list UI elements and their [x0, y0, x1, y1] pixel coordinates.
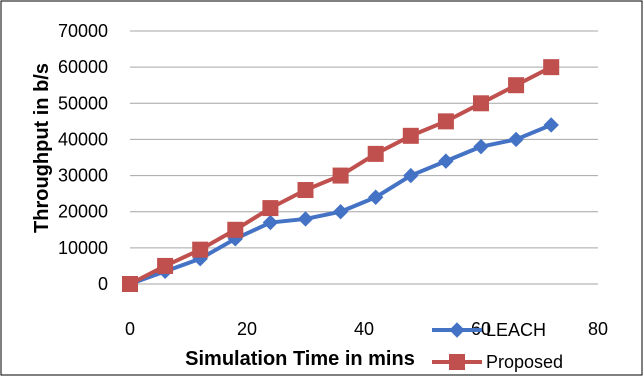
- y-tick-label-1: 10000: [58, 238, 108, 258]
- legend: LEACH Proposed: [432, 320, 563, 372]
- marker-leach-12: [543, 117, 559, 133]
- series-layer: [122, 59, 560, 292]
- marker-leach-6: [332, 204, 349, 220]
- marker-leach-9: [438, 153, 454, 169]
- y-axis-title: Throughput in b/s: [31, 63, 53, 233]
- y-tick-labels: 0 10000 20000 30000 40000 50000 60000 70000: [58, 21, 108, 294]
- marker-proposed-5: [297, 182, 314, 199]
- legend-marker-leach: [449, 322, 465, 338]
- legend-marker-proposed: [449, 354, 465, 370]
- x-tick-label-0: 0: [125, 319, 135, 339]
- y-tick-label-6: 60000: [58, 57, 108, 77]
- x-axis-title: Simulation Time in mins: [185, 348, 415, 370]
- marker-proposed-11: [508, 77, 525, 94]
- legend-item-proposed: Proposed: [432, 352, 563, 372]
- legend-label-proposed: Proposed: [486, 352, 563, 372]
- y-tick-label-3: 30000: [58, 166, 108, 186]
- marker-proposed-9: [437, 113, 454, 130]
- y-tick-label-2: 20000: [58, 202, 108, 222]
- series-proposed: [122, 59, 560, 292]
- marker-proposed-6: [332, 167, 349, 184]
- y-tick-label-4: 40000: [58, 129, 108, 149]
- legend-label-leach: LEACH: [486, 320, 546, 340]
- marker-proposed-4: [262, 200, 279, 217]
- marker-leach-4: [262, 214, 279, 231]
- y-tick-label-0: 0: [98, 274, 108, 294]
- marker-proposed-0: [122, 276, 138, 292]
- x-tick-label-4: 80: [588, 319, 608, 339]
- marker-proposed-8: [402, 127, 419, 144]
- marker-leach-7: [367, 189, 384, 205]
- marker-proposed-1: [157, 257, 174, 274]
- marker-proposed-2: [192, 241, 209, 258]
- x-tick-label-2: 40: [354, 319, 374, 339]
- marker-leach-8: [403, 167, 419, 184]
- marker-proposed-10: [473, 95, 489, 112]
- x-tick-label-1: 20: [237, 319, 257, 339]
- marker-leach-11: [508, 131, 524, 148]
- marker-leach-10: [473, 138, 489, 155]
- x-tick-labels: 020406080: [125, 319, 608, 339]
- marker-proposed-7: [367, 145, 384, 162]
- marker-proposed-3: [227, 221, 244, 238]
- legend-item-leach: LEACH: [432, 320, 546, 340]
- y-tick-label-7: 70000: [58, 21, 108, 41]
- marker-proposed-12: [543, 59, 560, 76]
- y-tick-label-5: 50000: [58, 93, 108, 113]
- marker-leach-5: [297, 211, 314, 227]
